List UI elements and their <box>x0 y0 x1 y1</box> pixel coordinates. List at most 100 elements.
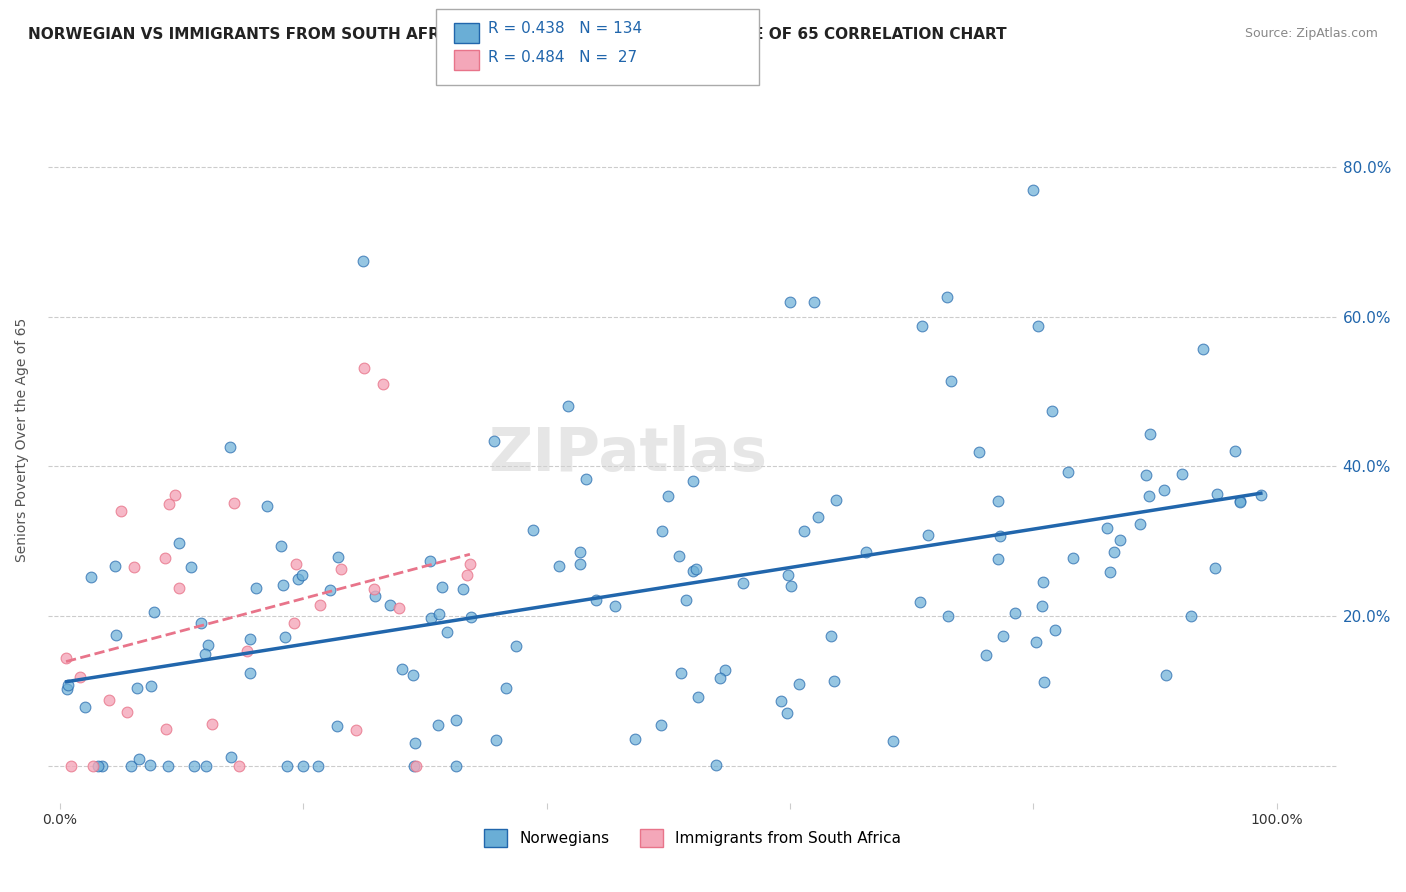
Point <box>228 758 250 772</box>
Point <box>197 638 219 652</box>
Point <box>82 758 104 772</box>
Point <box>285 558 308 572</box>
Point <box>69 670 91 684</box>
Point <box>1022 183 1045 197</box>
Y-axis label: Seniors Poverty Over the Age of 65: Seniors Poverty Over the Age of 65 <box>15 318 30 562</box>
Point <box>1128 516 1150 531</box>
Point <box>245 581 267 595</box>
Point <box>451 582 474 596</box>
Point <box>167 581 190 595</box>
Text: R = 0.438   N = 134: R = 0.438 N = 134 <box>488 21 643 36</box>
Point <box>987 494 1010 508</box>
Point <box>675 592 697 607</box>
Point <box>330 562 353 576</box>
Point <box>1004 606 1026 620</box>
Point <box>256 500 278 514</box>
Point <box>165 488 187 502</box>
Point <box>55 681 77 696</box>
Point <box>271 578 294 592</box>
Point <box>353 361 375 376</box>
Point <box>1156 668 1178 682</box>
Point <box>668 549 690 563</box>
Point <box>482 434 505 448</box>
Point <box>222 495 245 509</box>
Point <box>1139 427 1161 442</box>
Point <box>156 758 179 772</box>
Point <box>419 554 441 568</box>
Legend: Norwegians, Immigrants from South Africa: Norwegians, Immigrants from South Africa <box>478 822 907 854</box>
Point <box>387 600 409 615</box>
Point <box>603 599 626 613</box>
Point <box>1229 495 1251 509</box>
Point <box>155 550 177 565</box>
Point <box>180 559 202 574</box>
Point <box>105 628 128 642</box>
Point <box>159 497 181 511</box>
Point <box>936 290 959 304</box>
Point <box>1099 565 1122 579</box>
Point <box>709 671 731 685</box>
Point <box>917 528 939 542</box>
Point <box>139 758 162 772</box>
Point <box>309 598 332 612</box>
Point <box>731 576 754 591</box>
Point <box>80 570 103 584</box>
Point <box>671 665 693 680</box>
Point <box>194 758 217 772</box>
Point <box>87 758 110 772</box>
Point <box>352 254 374 268</box>
Point <box>55 651 77 665</box>
Point <box>291 758 314 772</box>
Point <box>650 718 672 732</box>
Point <box>456 568 478 582</box>
Point <box>283 615 305 630</box>
Point <box>1170 467 1192 481</box>
Point <box>1025 634 1047 648</box>
Point <box>1045 624 1067 638</box>
Point <box>444 758 467 772</box>
Point <box>401 668 423 682</box>
Text: R = 0.484   N =  27: R = 0.484 N = 27 <box>488 51 637 65</box>
Point <box>239 632 262 647</box>
Point <box>128 752 150 766</box>
Point <box>419 611 441 625</box>
Point <box>194 647 217 661</box>
Point <box>190 616 212 631</box>
Point <box>378 598 401 612</box>
Point <box>776 706 799 720</box>
Point <box>326 718 349 732</box>
Point <box>779 294 801 309</box>
Point <box>1205 487 1227 501</box>
Point <box>969 445 991 459</box>
Point <box>98 693 121 707</box>
Point <box>90 758 112 772</box>
Point <box>427 718 450 732</box>
Point <box>1032 575 1054 590</box>
Point <box>239 665 262 680</box>
Point <box>221 750 243 764</box>
Point <box>939 374 962 388</box>
Point <box>404 736 426 750</box>
Point <box>404 758 426 772</box>
Point <box>344 723 367 737</box>
Point <box>1153 483 1175 497</box>
Point <box>987 551 1010 566</box>
Point <box>936 609 959 624</box>
Point <box>1192 342 1215 356</box>
Point <box>371 376 394 391</box>
Point <box>1229 494 1251 508</box>
Point <box>1032 675 1054 690</box>
Point <box>787 677 810 691</box>
Text: Source: ZipAtlas.com: Source: ZipAtlas.com <box>1244 27 1378 40</box>
Point <box>104 559 127 574</box>
Point <box>1135 468 1157 483</box>
Point <box>1102 544 1125 558</box>
Point <box>882 733 904 747</box>
Point <box>714 663 737 677</box>
Point <box>319 583 342 598</box>
Point <box>287 572 309 586</box>
Point <box>574 471 596 485</box>
Point <box>495 681 517 695</box>
Point <box>568 545 591 559</box>
Point <box>910 319 932 334</box>
